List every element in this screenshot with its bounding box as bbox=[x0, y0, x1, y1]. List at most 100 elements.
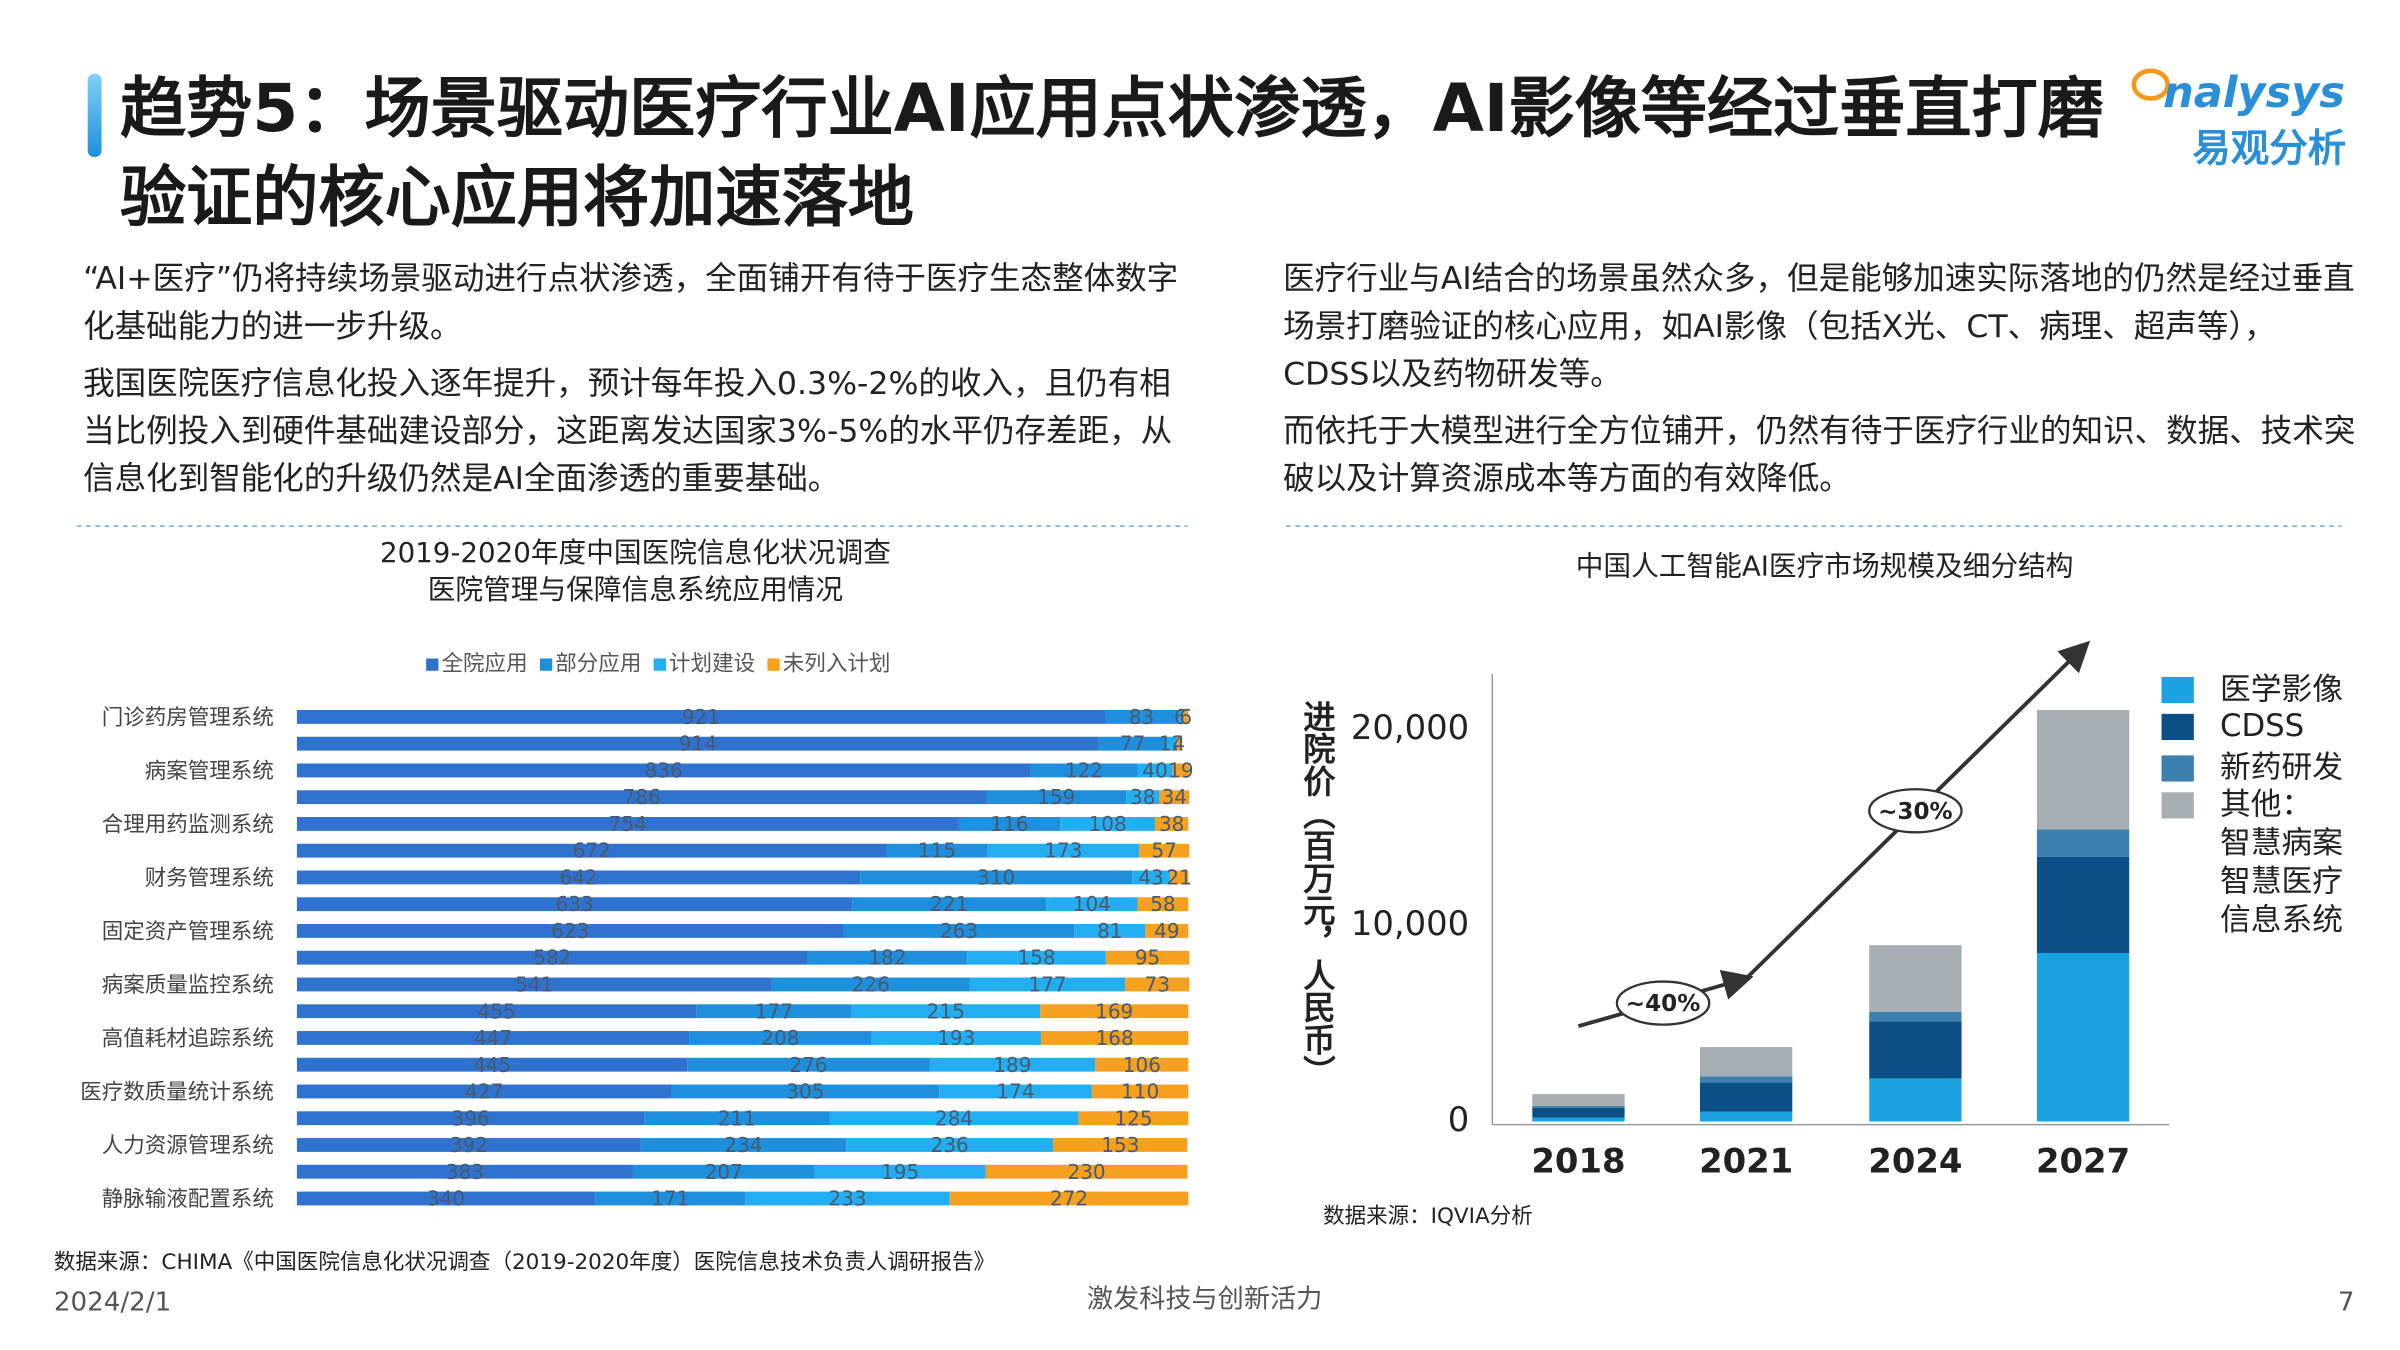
y-axis-label: 进院价（百万元，人民币） bbox=[1298, 700, 1336, 1088]
data-label: 193 bbox=[937, 1026, 975, 1050]
bar-segment bbox=[2036, 952, 2130, 1122]
bar-segment bbox=[689, 1031, 872, 1045]
data-label: 305 bbox=[786, 1080, 824, 1104]
data-label: 392 bbox=[450, 1133, 488, 1157]
data-label: 230 bbox=[1067, 1160, 1105, 1184]
bar-segment bbox=[1155, 817, 1189, 831]
bar-segment bbox=[929, 1057, 1096, 1072]
data-label: 272 bbox=[1050, 1187, 1088, 1211]
data-label: 57 bbox=[1152, 839, 1177, 863]
data-label: 110 bbox=[1121, 1080, 1159, 1104]
data-label: 108 bbox=[1089, 812, 1127, 836]
data-label: 168 bbox=[1096, 1026, 1134, 1050]
annotation: ~40% bbox=[1626, 991, 1701, 1017]
bar-segment bbox=[987, 843, 1140, 858]
annotation-bubble bbox=[1615, 980, 1711, 1026]
category-label: 人力资源管理系统 bbox=[102, 1134, 274, 1159]
bar-segment bbox=[967, 950, 1106, 965]
bar-segment bbox=[296, 924, 844, 938]
bar-segment bbox=[1053, 1138, 1188, 1152]
bar-segment bbox=[296, 1057, 688, 1072]
bar-segment bbox=[296, 1164, 633, 1179]
bar-segment bbox=[814, 1164, 986, 1179]
annotation-bubble bbox=[1868, 788, 1963, 834]
data-label: 38 bbox=[1159, 812, 1184, 836]
bar-segment bbox=[871, 1031, 1041, 1045]
bar-segment bbox=[296, 1084, 672, 1099]
data-label: 383 bbox=[446, 1160, 484, 1184]
bar-segment bbox=[1145, 924, 1189, 938]
bar-segment bbox=[1139, 843, 1190, 858]
legend-label: 新药研发 bbox=[2220, 750, 2343, 786]
legend-swatch bbox=[767, 658, 780, 671]
bar-segment bbox=[1177, 709, 1184, 724]
x-tick-label: 2024 bbox=[1868, 1142, 1962, 1181]
bar-segment bbox=[296, 1004, 697, 1019]
legend-label: 全院应用 bbox=[442, 652, 528, 677]
data-label: 211 bbox=[718, 1106, 756, 1130]
bar-segment bbox=[644, 1111, 830, 1126]
legend-label: CDSS bbox=[2220, 708, 2304, 744]
data-label: 672 bbox=[573, 839, 611, 863]
legend-note: 智慧医疗 bbox=[2220, 864, 2343, 900]
bar-segment bbox=[1869, 1011, 1962, 1022]
bar-segment bbox=[1078, 1111, 1189, 1126]
paragraph: 而依托于大模型进行全方位铺开，仍然有待于医疗行业的知识、数据、技术突破以及计算资… bbox=[1283, 412, 2356, 497]
legend-swatch bbox=[2161, 792, 2194, 819]
category-label: 高值耗材追踪系统 bbox=[102, 1027, 274, 1052]
data-label: 95 bbox=[1135, 946, 1160, 970]
bar-segment bbox=[1030, 763, 1138, 778]
logo-en: nalysys bbox=[2163, 68, 2345, 118]
legend-label: 医学影像 bbox=[2220, 671, 2343, 707]
data-label: 276 bbox=[789, 1053, 827, 1077]
legend-note: 信息系统 bbox=[2220, 902, 2343, 938]
data-label: 921 bbox=[682, 705, 720, 729]
bar-segment bbox=[986, 790, 1127, 805]
bar-segment bbox=[1046, 897, 1138, 912]
data-label: 541 bbox=[515, 972, 553, 996]
paragraph: 医疗行业与AI结合的场景虽然众多，但是能够加速实际落地的仍然是经过垂直场景打磨验… bbox=[1283, 259, 2355, 393]
data-label: 447 bbox=[474, 1026, 512, 1050]
data-label: 177 bbox=[1028, 972, 1066, 996]
data-label: 159 bbox=[1037, 785, 1075, 809]
bar-segment bbox=[1132, 870, 1170, 885]
data-label: 174 bbox=[996, 1080, 1034, 1104]
data-label: 396 bbox=[452, 1106, 490, 1130]
bar-segment bbox=[1532, 1094, 1625, 1106]
bar-segment bbox=[843, 924, 1075, 938]
data-label: 263 bbox=[940, 919, 978, 943]
bar-segment bbox=[939, 1084, 1092, 1099]
data-label: 38 bbox=[1130, 785, 1155, 809]
data-label: 914 bbox=[679, 732, 717, 756]
legend-swatch bbox=[653, 658, 666, 671]
bar-segment bbox=[640, 1138, 847, 1152]
bar-segment bbox=[296, 709, 1105, 724]
legend-swatch bbox=[426, 658, 439, 671]
data-label: 106 bbox=[1123, 1053, 1161, 1077]
paragraph: “AI+医疗”仍将持续场景驱动进行点状渗透，全面铺开有待于医疗生态整体数字化基础… bbox=[83, 259, 1179, 345]
bar-segment bbox=[1125, 977, 1190, 992]
data-label: 445 bbox=[473, 1053, 511, 1077]
category-label: 财务管理系统 bbox=[145, 866, 274, 891]
category-label: 病案质量监控系统 bbox=[102, 973, 274, 998]
bar-segment bbox=[1869, 1021, 1962, 1079]
bar-segment bbox=[860, 870, 1133, 885]
bar-segment bbox=[1137, 897, 1189, 912]
legend-swatch bbox=[2161, 676, 2194, 704]
data-label: 582 bbox=[533, 946, 571, 970]
data-label: 310 bbox=[977, 865, 1015, 889]
data-label: 233 bbox=[828, 1187, 866, 1211]
bar-segment bbox=[1699, 1111, 1793, 1122]
data-label: 158 bbox=[1017, 946, 1055, 970]
legend-label: 其他： bbox=[2220, 787, 2312, 823]
bar-segment bbox=[1176, 736, 1181, 751]
bar-segment bbox=[1126, 790, 1160, 805]
data-label: 189 bbox=[993, 1053, 1031, 1077]
bar-segment bbox=[1098, 736, 1167, 751]
data-label: 786 bbox=[623, 785, 661, 809]
data-label: 125 bbox=[1114, 1106, 1152, 1130]
data-label: 19 bbox=[1168, 758, 1193, 782]
y-tick-label: 0 bbox=[1448, 1100, 1470, 1139]
logo-cn: 易观分析 bbox=[2192, 126, 2346, 171]
